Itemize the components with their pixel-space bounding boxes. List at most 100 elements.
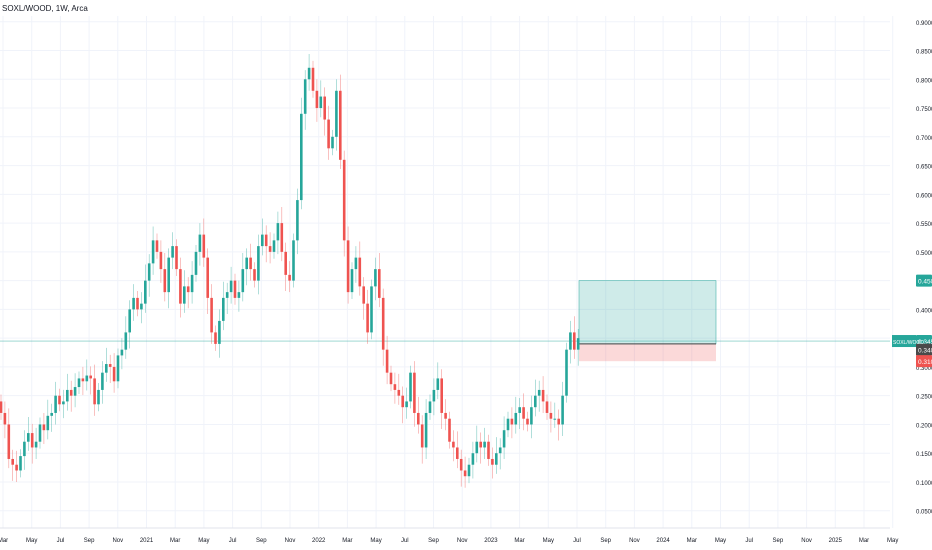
candle-body bbox=[534, 395, 537, 408]
candle-body bbox=[81, 378, 85, 382]
candle-body bbox=[54, 395, 57, 413]
candle-body bbox=[89, 375, 92, 379]
candle-body bbox=[576, 338, 580, 350]
x-tick-label: May bbox=[198, 538, 209, 544]
candle-body bbox=[116, 355, 120, 382]
x-tick-label: Sep bbox=[84, 538, 95, 544]
candle-body bbox=[136, 297, 139, 310]
candle-body bbox=[405, 401, 408, 408]
candle-body bbox=[85, 375, 89, 382]
candle-body bbox=[483, 441, 486, 448]
candle-body bbox=[292, 240, 295, 281]
x-tick-label: May bbox=[370, 538, 381, 544]
stop-price-tag: 0.3100 bbox=[918, 359, 932, 366]
candle-body bbox=[319, 96, 323, 109]
candle-body bbox=[34, 441, 38, 448]
candle-body bbox=[222, 297, 225, 321]
x-tick-label: Sep bbox=[600, 538, 611, 544]
candle-body bbox=[354, 257, 358, 270]
x-tick-label: 2022 bbox=[312, 538, 326, 544]
candle-body bbox=[479, 441, 482, 448]
x-tick-label: Mar bbox=[859, 538, 869, 544]
candle-body bbox=[397, 389, 401, 396]
x-tick-label: Jul bbox=[57, 538, 65, 544]
candle-body bbox=[444, 412, 447, 419]
candle-body bbox=[276, 223, 280, 241]
y-tick-label: 0.0500 bbox=[916, 510, 932, 516]
candle-body bbox=[307, 67, 311, 80]
candle-body bbox=[30, 433, 34, 448]
candle-body bbox=[475, 441, 479, 454]
candle-body bbox=[428, 401, 432, 413]
candle-body bbox=[491, 458, 494, 465]
candle-body bbox=[565, 349, 568, 396]
candle-body bbox=[66, 389, 69, 402]
candle-body bbox=[38, 424, 42, 442]
candle-body bbox=[272, 240, 276, 252]
candle-body bbox=[42, 424, 46, 431]
x-tick-label: May bbox=[887, 538, 898, 544]
candle-body bbox=[459, 458, 463, 471]
x-tick-label: Mar bbox=[0, 538, 8, 544]
candle-body bbox=[124, 332, 128, 350]
candle-body bbox=[77, 378, 81, 388]
x-tick-label: Jul bbox=[401, 538, 409, 544]
symbol-name-tag: SOXL/WOOD bbox=[893, 340, 924, 346]
candle-body bbox=[268, 246, 272, 252]
candle-body bbox=[432, 389, 436, 402]
candle-body bbox=[362, 286, 365, 304]
candle-body bbox=[159, 251, 163, 270]
candle-body bbox=[561, 395, 564, 425]
stop-price-tag-bg bbox=[916, 355, 932, 368]
grid bbox=[0, 16, 894, 528]
candle-body bbox=[253, 269, 256, 281]
candle-body bbox=[409, 372, 412, 402]
candle-body bbox=[381, 297, 385, 350]
x-tick-label: Jul bbox=[229, 538, 237, 544]
candle-body bbox=[171, 246, 174, 258]
candle-body bbox=[105, 364, 108, 373]
x-tick-label: Mar bbox=[342, 538, 352, 544]
candle-body bbox=[471, 453, 475, 465]
candle-body bbox=[366, 303, 369, 333]
candle-body bbox=[15, 464, 18, 471]
candle-body bbox=[237, 292, 241, 298]
entry-price-tag-bg bbox=[916, 343, 932, 356]
candle-body bbox=[186, 286, 190, 293]
current-price-tag: 0.3450 bbox=[918, 339, 932, 346]
x-tick-label: May bbox=[715, 538, 726, 544]
candle-body bbox=[463, 470, 467, 477]
candle-body bbox=[261, 234, 264, 247]
candle-body bbox=[537, 389, 541, 396]
price-tags: 0.4500 0.3450 0.3400 0.3100 SOXL/WOOD bbox=[892, 274, 932, 368]
candle-body bbox=[147, 263, 151, 281]
candle-body bbox=[530, 407, 533, 425]
x-tick-label: 2025 bbox=[829, 538, 843, 544]
candle-body bbox=[417, 412, 420, 425]
candle-body bbox=[331, 136, 334, 149]
candle-body bbox=[296, 200, 299, 241]
candle-body bbox=[112, 366, 116, 382]
candle-body bbox=[194, 251, 198, 275]
candle-body bbox=[526, 418, 529, 425]
candle-body bbox=[50, 412, 53, 416]
candle-body bbox=[175, 246, 178, 270]
candle-body bbox=[413, 372, 416, 413]
candle-body bbox=[198, 234, 202, 252]
candle-body bbox=[303, 79, 307, 114]
profit-zone bbox=[578, 280, 717, 345]
candle-body bbox=[163, 269, 167, 293]
x-tick-label: Sep bbox=[428, 538, 439, 544]
candle-body bbox=[73, 387, 77, 396]
candle-body bbox=[218, 320, 221, 344]
candle-body bbox=[300, 113, 303, 201]
candle-body bbox=[280, 223, 284, 252]
